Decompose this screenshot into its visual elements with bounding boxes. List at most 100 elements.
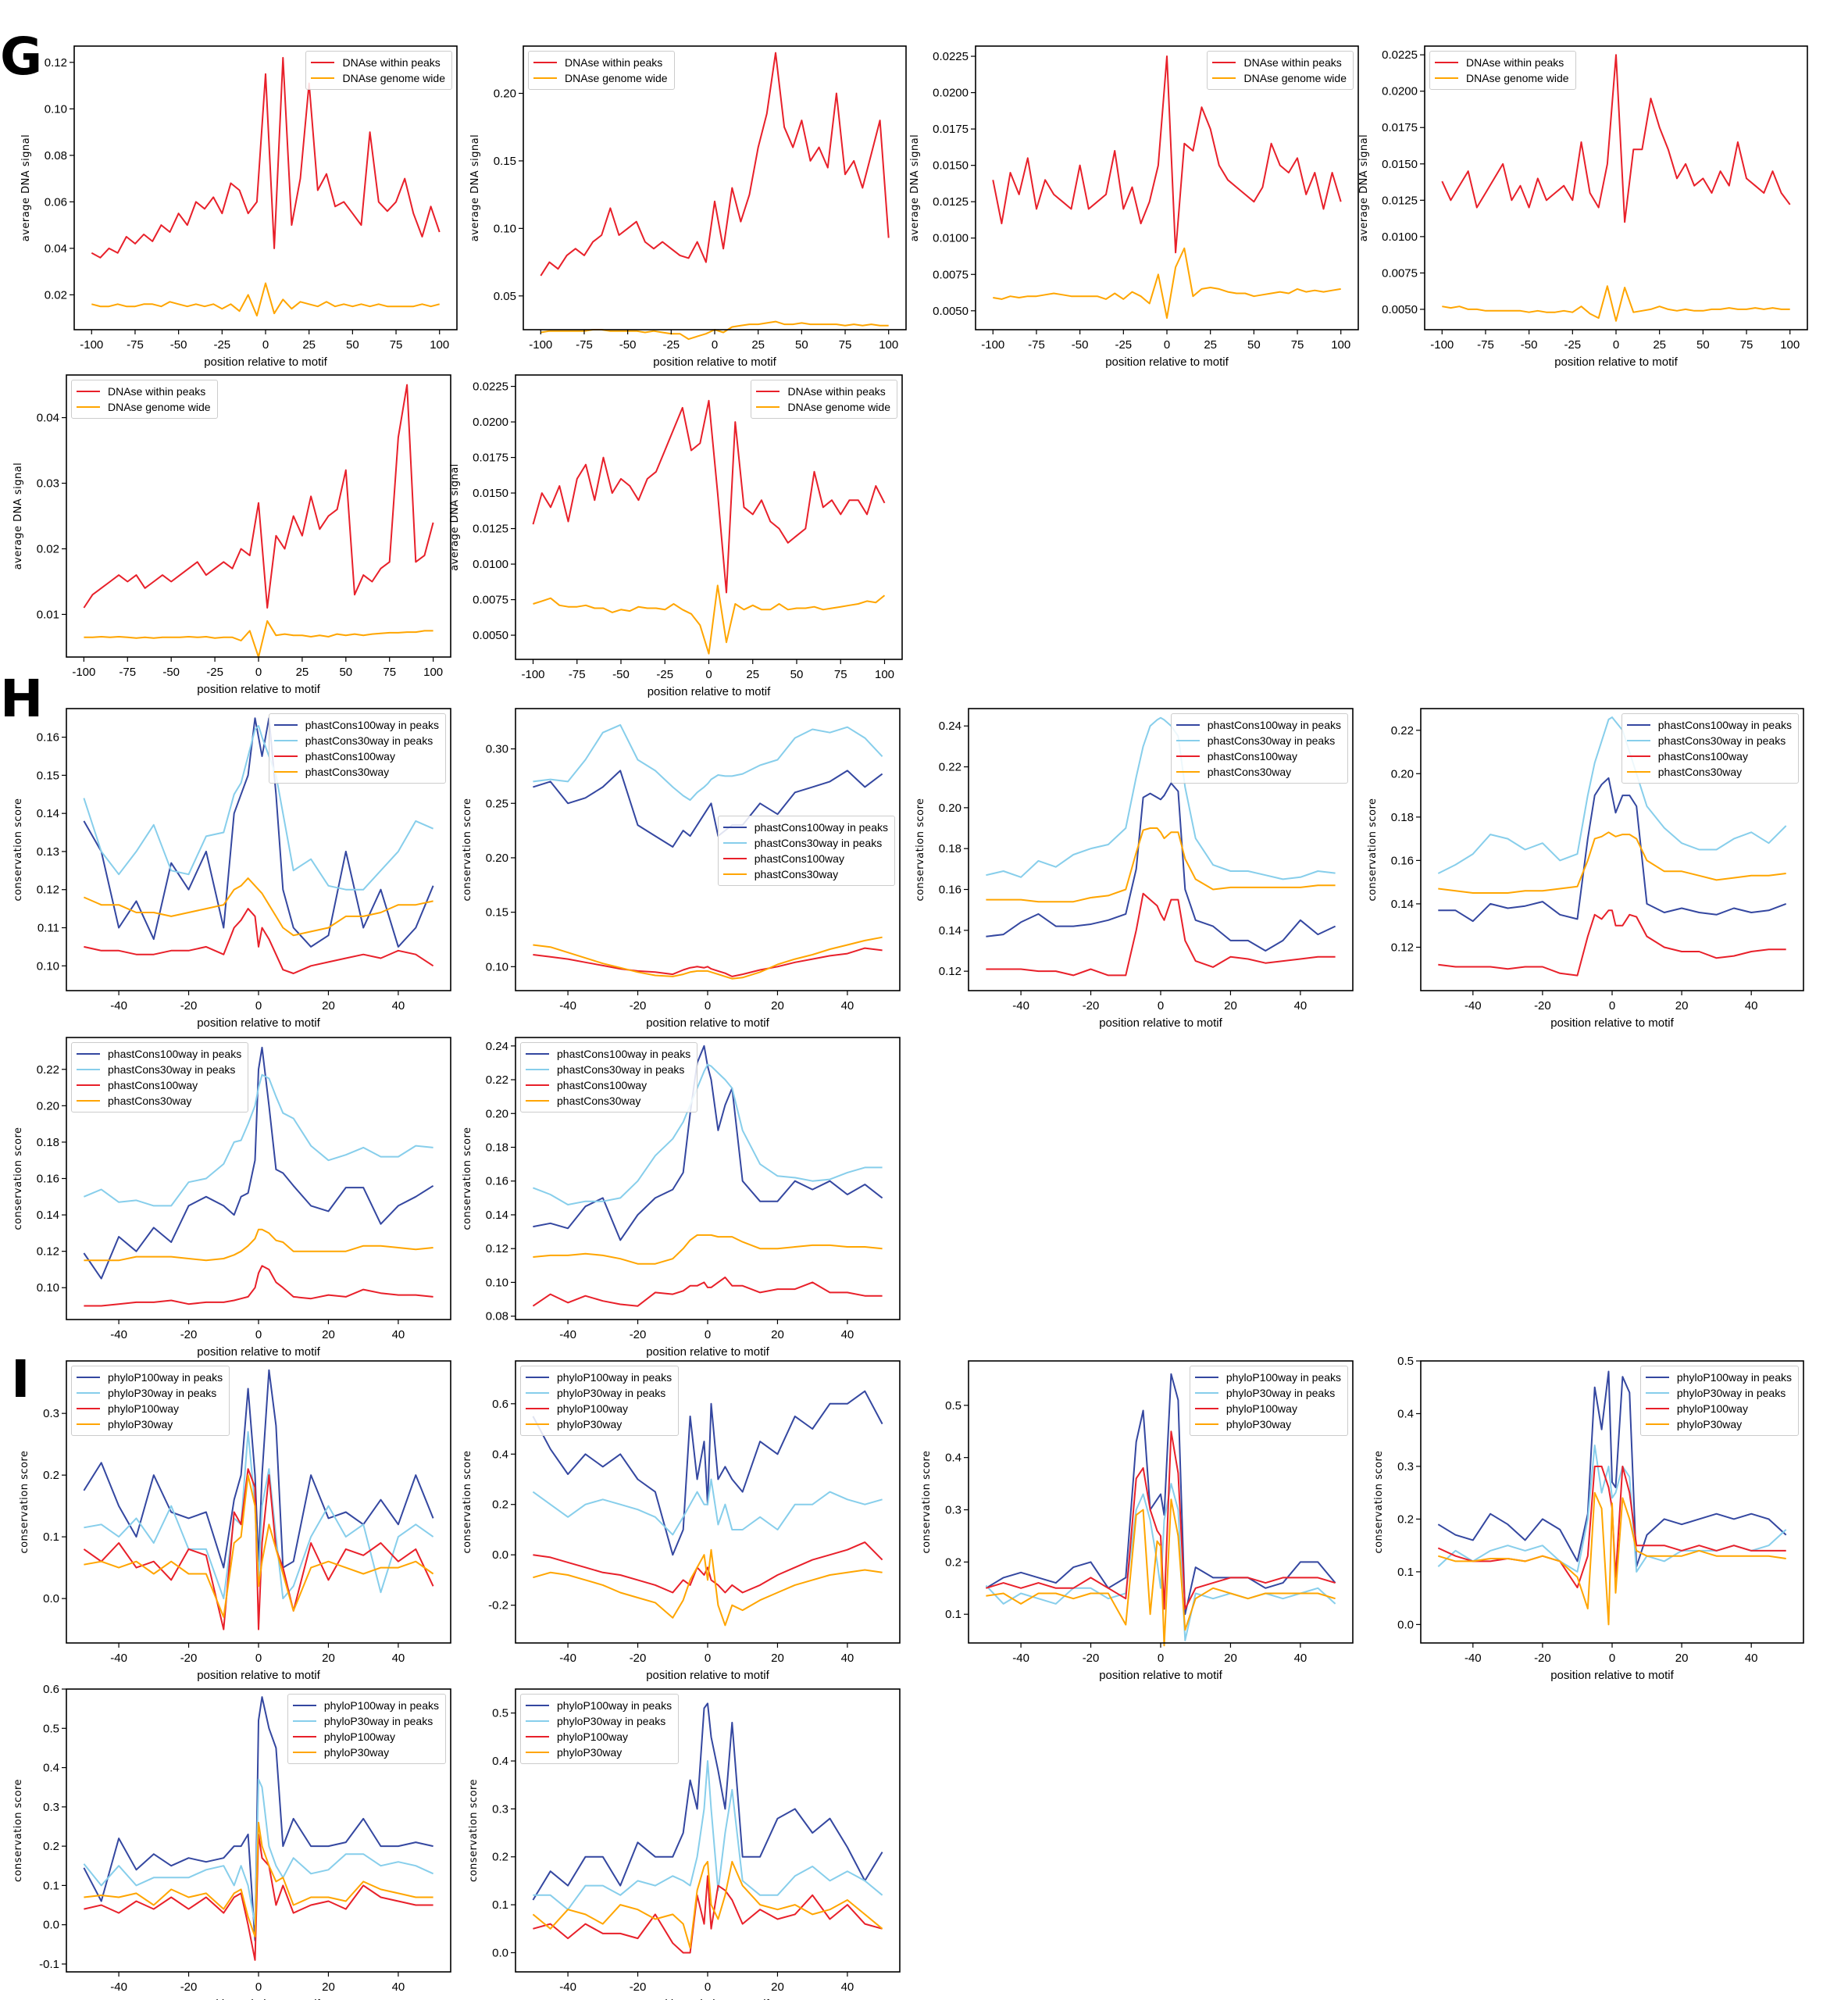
series-line-dnase-within-peaks	[91, 56, 441, 259]
x-tick-label: 0	[1609, 1652, 1615, 1665]
y-tick-label: 0.1	[43, 1879, 59, 1892]
legend-entry: phyloP100way	[1645, 1401, 1792, 1416]
x-tick-label: 20	[771, 1980, 784, 1994]
legend-swatch	[292, 1751, 316, 1754]
series-line-phylop100way-in-peaks	[83, 1696, 433, 1941]
y-axis-label: average DNA signal	[20, 134, 32, 242]
y-tick-label: 0.0150	[933, 159, 969, 173]
legend-entry: phastCons100way	[1626, 748, 1792, 764]
chart-panel-i-14: -40 -20 0 20 40 0.1 0.2 0.3 0.4 0.5 position relat…	[921, 1360, 1354, 1682]
series-line-phylop30way	[533, 1548, 883, 1627]
legend-label: phastCons30way	[754, 868, 839, 880]
y-tick-label: 0.10	[486, 960, 508, 973]
y-tick-label: 0.20	[1391, 767, 1414, 780]
y-tick-label: 0.25	[486, 797, 508, 810]
x-tick-label: 40	[1745, 999, 1758, 1012]
legend-label: phyloP100way in peaks	[557, 1371, 672, 1384]
series-line-phylop30way-in-peaks	[1437, 1445, 1787, 1573]
y-tick-label: 0.3	[43, 1407, 59, 1420]
chart-svg: -40 -20 0 20 40 0.10 0.15 0.20 0.25 0.30 position …	[462, 708, 901, 1030]
chart-svg: -40 -20 0 20 40 0.0 0.1 0.2 0.3 0.4 0.5 position re…	[1373, 1355, 1804, 1682]
legend-entry: phyloP30way	[526, 1416, 672, 1432]
series-line-phastcons100way-in-peaks	[83, 1046, 434, 1280]
chart-legend: phyloP100way in peaks phyloP30way in peak…	[1639, 1366, 1799, 1436]
x-tick-label: -20	[1534, 999, 1551, 1012]
x-tick-label: 100	[875, 668, 894, 681]
legend-swatch	[526, 1407, 549, 1410]
series-line-phylop100way-in-peaks	[1437, 1370, 1787, 1568]
chart-panel-g-2: -100 -75 -50 -25 0 25 50 75 100 0.0050 0.0075 0.010…	[909, 45, 1359, 369]
legend-entry: DNAse within peaks	[311, 55, 445, 70]
legend-label: phastCons100way in peaks	[557, 1048, 691, 1060]
x-tick-label: 40	[841, 1652, 854, 1665]
series-line-phylop100way	[986, 1430, 1336, 1610]
y-axis-label: conservation score	[12, 1779, 24, 1882]
y-tick-label: 0.10	[37, 959, 59, 973]
legend-swatch	[1194, 1423, 1218, 1426]
legend-label: phyloP30way	[557, 1418, 623, 1430]
legend-swatch	[1645, 1391, 1669, 1395]
y-axis-label: average DNA signal	[469, 134, 481, 242]
legend-label: phastCons100way	[1207, 750, 1297, 762]
chart-svg: -100 -75 -50 -25 0 25 50 75 100 0.01 0.02 0.03 0.04 p…	[12, 374, 451, 696]
x-tick-label: 0	[255, 666, 262, 679]
y-tick-label: 0.0125	[473, 523, 508, 536]
legend-label: phastCons100way in peaks	[1207, 719, 1341, 731]
legend-label: phyloP30way	[323, 1746, 390, 1759]
chart-svg: -40 -20 0 20 40 0.10 0.12 0.14 0.16 0.18 0.20 0.22 p…	[12, 1037, 451, 1359]
chart-legend: DNAse within peaks DNAse genome wide	[751, 380, 897, 419]
legend-label: phyloP100way in peaks	[1225, 1371, 1341, 1384]
y-tick-label: 0.10	[486, 1276, 508, 1289]
legend-swatch	[1626, 723, 1650, 727]
y-tick-label: 0.0	[43, 1592, 59, 1605]
legend-swatch	[1626, 739, 1650, 742]
x-tick-label: -20	[180, 1328, 198, 1341]
chart-legend: phastCons100way in peaks phastCons30way i…	[520, 1042, 698, 1112]
x-axis-label: position relative to motif	[197, 683, 320, 696]
y-tick-label: 0.22	[37, 1063, 59, 1077]
x-tick-label: 25	[746, 668, 759, 681]
legend-label: phyloP30way	[557, 1746, 623, 1759]
x-tick-label: -40	[1012, 999, 1029, 1012]
chart-legend: DNAse within peaks DNAse genome wide	[305, 51, 452, 90]
legend-entry: phastCons100way in peaks	[77, 1046, 241, 1062]
y-tick-label: 0.18	[1391, 811, 1414, 824]
legend-swatch	[292, 1720, 316, 1723]
y-tick-label: 0.5	[1397, 1355, 1414, 1368]
legend-swatch	[1435, 61, 1458, 64]
legend-entry: phastCons100way	[273, 748, 439, 764]
x-tick-label: 0	[255, 1328, 262, 1341]
x-tick-label: -40	[110, 1652, 127, 1665]
chart-legend: phyloP100way in peaks phyloP30way in peak…	[71, 1366, 230, 1436]
legend-label: phastCons100way	[557, 1079, 648, 1091]
y-tick-label: 0.12	[37, 884, 59, 897]
legend-label: phastCons100way	[305, 750, 395, 762]
x-tick-label: 40	[841, 1328, 854, 1341]
y-tick-label: 0.0200	[933, 87, 969, 100]
chart-panel-i-13: -40 -20 0 20 40 -0.2 0.0 0.2 0.4 0.6 position rela…	[462, 1360, 901, 1682]
x-tick-label: -20	[1083, 999, 1100, 1012]
legend-swatch	[1176, 755, 1200, 758]
legend-label: phastCons30way in peaks	[305, 734, 433, 747]
legend-swatch	[1626, 755, 1650, 758]
legend-entry: DNAse genome wide	[1435, 70, 1569, 86]
y-tick-label: 0.20	[486, 852, 508, 865]
legend-label: phyloP30way in peaks	[108, 1387, 217, 1399]
legend-label: phastCons100way in peaks	[108, 1048, 242, 1060]
x-tick-label: 25	[751, 338, 765, 352]
legend-entry: phastCons30way	[722, 866, 888, 882]
series-line-phylop100way	[533, 1541, 883, 1594]
x-axis-label: position relative to motif	[1554, 355, 1678, 369]
y-tick-label: 0.30	[486, 743, 508, 756]
x-tick-label: -40	[1464, 999, 1482, 1012]
legend-label: phastCons100way	[754, 852, 844, 865]
x-tick-label: -20	[630, 1980, 647, 1994]
chart-svg: -100 -75 -50 -25 0 25 50 75 100 0.0050 0.0075 0.010…	[1358, 45, 1808, 369]
legend-entry: phastCons30way in peaks	[1176, 733, 1341, 748]
y-tick-label: 0.2	[492, 1851, 508, 1864]
x-tick-label: -40	[559, 1980, 576, 1994]
series-line-phylop100way	[83, 1468, 434, 1630]
x-tick-label: 0	[262, 338, 269, 352]
legend-label: phyloP30way	[108, 1418, 173, 1430]
chart-panel-i-16: -40 -20 0 20 40 -0.1 0.0 0.1 0.2 0.3 0.4 0.5 0.6 posi…	[12, 1683, 451, 2000]
